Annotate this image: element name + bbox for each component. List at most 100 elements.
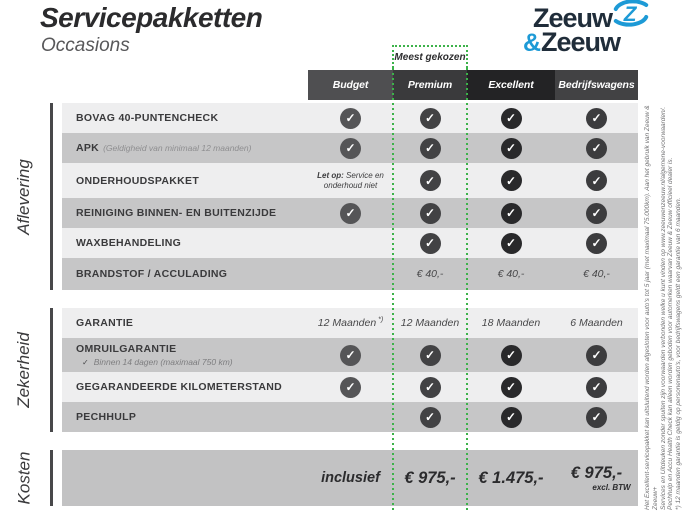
check-cell: ✓ xyxy=(555,228,638,258)
check-cell: ✓ xyxy=(393,402,467,432)
check-icon: ✓ xyxy=(586,107,607,129)
check-cell: ✓ xyxy=(555,198,638,228)
table-row: OMRUILGARANTIE ✓ Binnen 14 dagen (maximaal… xyxy=(62,338,638,372)
check-icon: ✓ xyxy=(340,137,361,159)
row-label: PECHHULP xyxy=(76,411,137,423)
row-sublabel: (Geldigheid van minimaal 12 maanden) xyxy=(103,143,252,153)
footnote-line: Services en Uitdeuken zonder spuiten zij… xyxy=(659,106,667,510)
check-icon: ✓ xyxy=(586,344,607,366)
column-header-budget: Budget xyxy=(308,70,393,100)
footer-row: inclusief € 975,- € 1.475,- € 975,- excl. BT… xyxy=(62,450,638,506)
check-cell: ✓ xyxy=(393,163,467,198)
check-icon: ✓ xyxy=(500,376,522,398)
row-label: BOVAG 40-PUNTENCHECK xyxy=(76,112,219,124)
check-icon: ✓ xyxy=(500,202,522,224)
row-label-line: REINIGING BINNEN- EN BUITENZIJDE xyxy=(76,207,276,219)
check-cell: ✓ xyxy=(555,103,638,133)
table-row: GEGARANDEERDE KILOMETERSTAND ✓ ✓ ✓ ✓ xyxy=(62,372,638,402)
row-sublabel: ✓ Binnen 14 dagen (maximaal 750 km) xyxy=(82,357,233,367)
table-row: APK (Geldigheid van minimaal 12 maanden) ✓… xyxy=(62,133,638,163)
footer-price: € 975,- xyxy=(570,464,623,482)
footer-price-stack: € 975,- excl. BTW xyxy=(562,464,631,492)
value-cell: 12 Maanden xyxy=(393,308,467,338)
row-label: ONDERHOUDSPAKKET xyxy=(76,174,200,187)
check-icon: ✓ xyxy=(586,137,607,159)
value-cell: 18 Maanden xyxy=(467,308,555,338)
logo-line2: Zeeuw xyxy=(541,27,621,57)
check-icon: ✓ xyxy=(419,202,441,224)
row-label-cell: GEGARANDEERDE KILOMETERSTAND xyxy=(62,372,308,402)
footer-price: € 1.475,- xyxy=(478,468,544,487)
cell-value: 12 Maanden xyxy=(400,317,460,329)
row-label-cell: BRANDSTOF / ACCULADING xyxy=(62,258,308,290)
logo: Zeeuw Z &Zeeuw xyxy=(523,0,649,57)
check-icon: ✓ xyxy=(586,406,607,428)
check-cell: ✓ xyxy=(393,133,467,163)
footer-price-stack: € 975,- xyxy=(404,469,455,488)
check-icon: ✓ xyxy=(500,137,522,159)
check-cell: ✓ xyxy=(308,198,393,228)
footer-cell: inclusief xyxy=(308,450,393,506)
check-icon: ✓ xyxy=(586,170,607,191)
rail-label-kosten: Kosten xyxy=(14,451,33,505)
page-subtitle: Occasions xyxy=(41,35,130,56)
small-check-icon: ✓ xyxy=(82,358,89,367)
row-label-line: ONDERHOUDSPAKKET xyxy=(76,175,199,187)
value-cell: € 40,- xyxy=(467,258,555,290)
row-label-line: GEGARANDEERDE KILOMETERSTAND xyxy=(76,381,282,393)
check-icon: ✓ xyxy=(419,232,441,254)
check-icon: ✓ xyxy=(500,107,522,129)
section-aflevering: BOVAG 40-PUNTENCHECK ✓ ✓ ✓ ✓ APK (Geldigheid v… xyxy=(62,103,638,290)
rail-bar-kosten xyxy=(50,450,53,506)
table-row: WAXBEHANDELING ✓ ✓ ✓ xyxy=(62,228,638,258)
check-cell: ✓ xyxy=(555,133,638,163)
check-cell: ✓ xyxy=(308,372,393,402)
check-icon: ✓ xyxy=(500,232,522,254)
check-icon: ✓ xyxy=(340,376,361,398)
row-label-line: BRANDSTOF / ACCULADING xyxy=(76,268,227,280)
footer-price-note: excl. BTW xyxy=(592,483,631,492)
check-cell: ✓ xyxy=(308,103,393,133)
footnote-line: Het Excellent-servicepakket kan uitsluit… xyxy=(644,105,659,510)
check-cell: ✓ xyxy=(555,338,638,372)
premium-dotted-line-left xyxy=(392,68,394,510)
check-icon: ✓ xyxy=(500,406,522,428)
check-cell: ✓ xyxy=(467,133,555,163)
rail-bar-zekerheid xyxy=(50,308,53,432)
check-icon: ✓ xyxy=(586,376,607,398)
column-header-excellent: Excellent xyxy=(467,70,555,100)
note-cell: Let op: Service en onderhoud niet xyxy=(308,163,393,198)
row-label-cell: WAXBEHANDELING xyxy=(62,228,308,258)
table-row: REINIGING BINNEN- EN BUITENZIJDE ✓ ✓ ✓ ✓ xyxy=(62,198,638,228)
check-icon: ✓ xyxy=(419,170,441,191)
rail-label-zekerheid: Zekerheid xyxy=(14,332,34,408)
cell-value: € 40,- xyxy=(416,268,444,280)
footnote-line: Pechhulp en Accu Health Check kan alleen… xyxy=(667,157,675,510)
row-label-cell: GARANTIE xyxy=(62,308,308,338)
cell-value: € 40,- xyxy=(497,268,525,280)
cell-value: 12 Maanden *) xyxy=(317,316,384,330)
row-label-line: BOVAG 40-PUNTENCHECK xyxy=(76,112,218,124)
row-label-cell: PECHHULP xyxy=(62,402,308,432)
logo-ampersand: & xyxy=(522,29,542,57)
row-label-cell: OMRUILGARANTIE ✓ Binnen 14 dagen (maximaal… xyxy=(62,338,308,372)
check-icon: ✓ xyxy=(500,170,522,191)
check-cell: ✓ xyxy=(555,163,638,198)
footer-label-inclusief: inclusief xyxy=(321,470,380,486)
check-cell: ✓ xyxy=(467,402,555,432)
check-icon: ✓ xyxy=(340,107,361,129)
value-cell: 6 Maanden xyxy=(555,308,638,338)
cell-value: 18 Maanden xyxy=(481,317,541,329)
logo-line1: Zeeuw xyxy=(532,2,613,33)
check-cell: ✓ xyxy=(467,163,555,198)
check-cell: ✓ xyxy=(393,338,467,372)
check-cell: ✓ xyxy=(393,228,467,258)
cell-note: Let op: Service en onderhoud niet xyxy=(317,170,384,190)
svg-text:Z: Z xyxy=(623,3,638,26)
check-cell: ✓ xyxy=(393,198,467,228)
logo-z-icon: Z xyxy=(613,0,649,33)
value-cell: € 40,- xyxy=(393,258,467,290)
check-cell: ✓ xyxy=(467,198,555,228)
row-label-cell: BOVAG 40-PUNTENCHECK xyxy=(62,103,308,133)
